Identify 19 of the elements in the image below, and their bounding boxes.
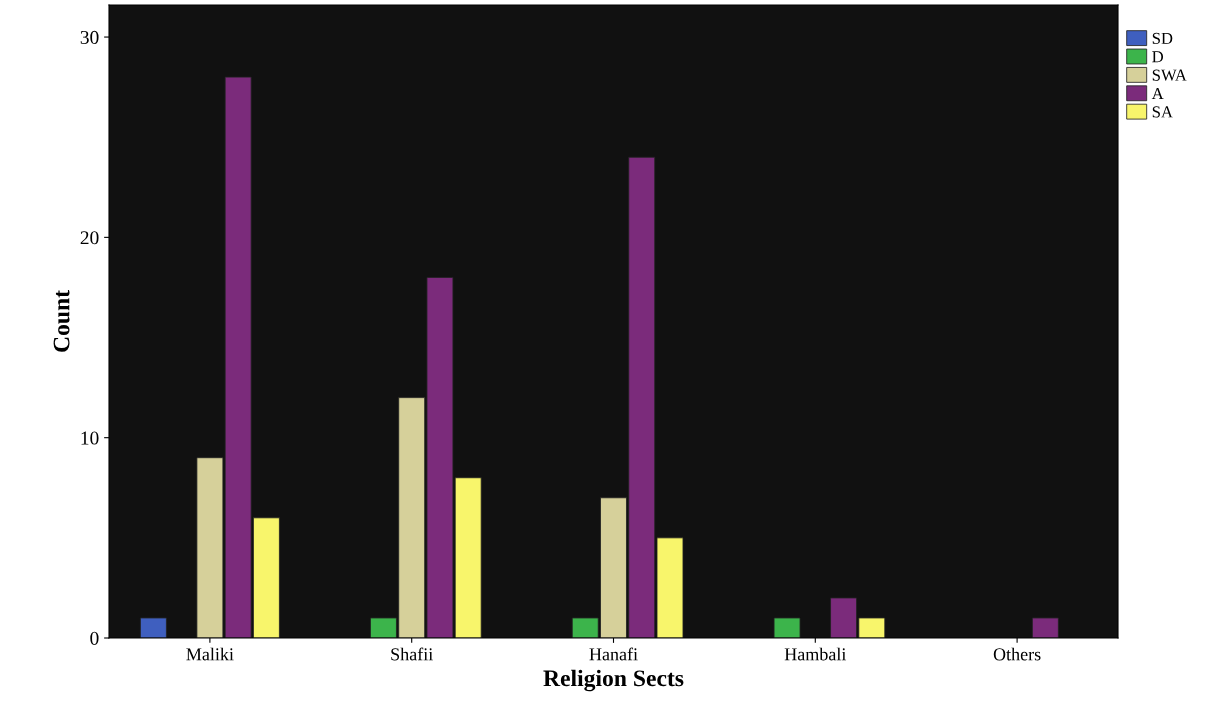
y-axis-title: Count bbox=[53, 290, 70, 352]
x-tick-label: Shafii bbox=[391, 647, 433, 661]
legend-label: SWA bbox=[1152, 69, 1187, 81]
legend-label: SA bbox=[1152, 106, 1173, 118]
y-tick-label: 30 bbox=[80, 30, 99, 44]
y-tick-label: 20 bbox=[80, 231, 99, 245]
legend-label: SD bbox=[1152, 32, 1173, 44]
x-tick-label: Others bbox=[993, 647, 1041, 661]
y-tick-label: 10 bbox=[81, 431, 99, 445]
x-axis-title: Religion Sects bbox=[543, 669, 684, 692]
bar bbox=[773, 617, 801, 638]
bar bbox=[1031, 617, 1059, 638]
x-tick-label: Maliki bbox=[186, 647, 234, 661]
x-tick-label: Hanafi bbox=[589, 647, 638, 661]
legend-label: A bbox=[1151, 87, 1164, 99]
x-tick-label: Hambali bbox=[784, 647, 847, 661]
bar bbox=[139, 617, 167, 638]
legend-label: D bbox=[1152, 51, 1164, 63]
y-tick-label: 0 bbox=[90, 631, 99, 645]
